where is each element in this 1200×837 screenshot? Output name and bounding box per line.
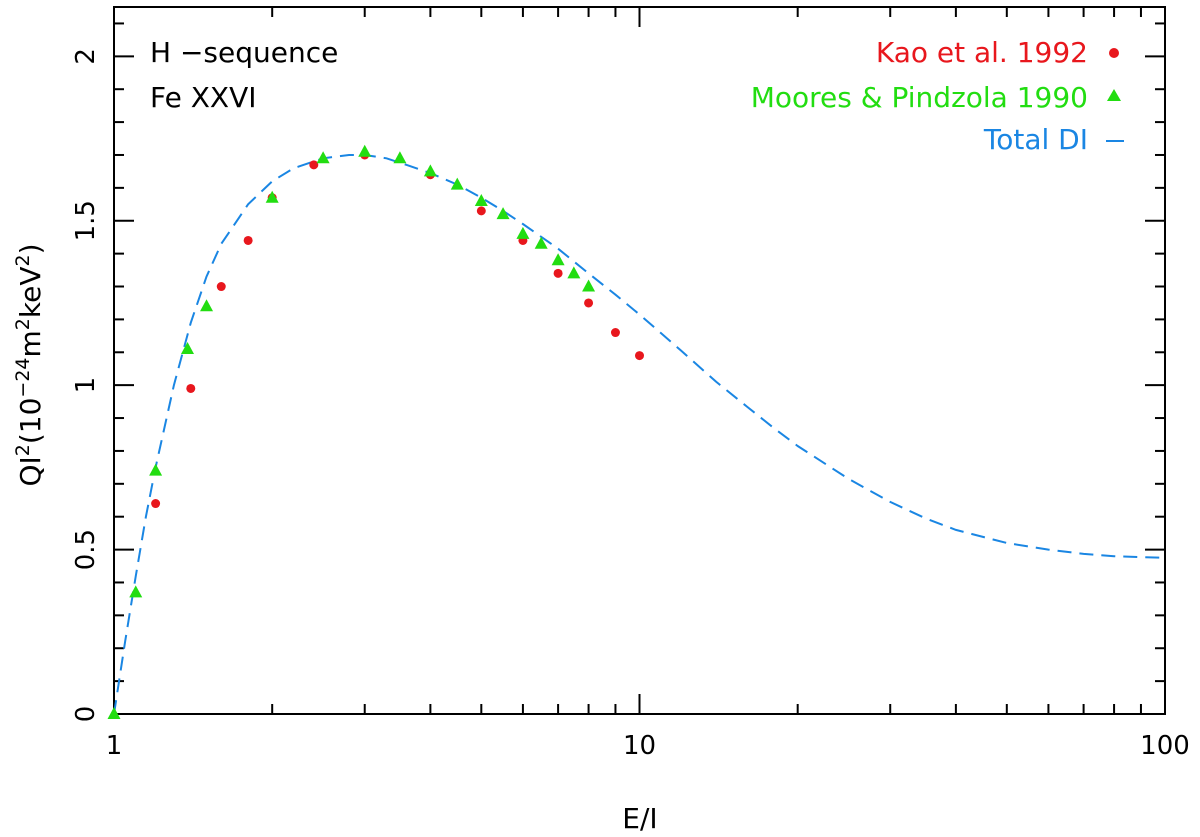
series-moores-pindzola-1990 [107, 144, 596, 719]
kao-point [476, 206, 486, 216]
annotation-sequence: H −sequence [150, 36, 338, 69]
legend-label-total-di: Total DI [983, 123, 1088, 156]
annotation-ion: Fe XXVI [150, 81, 256, 114]
moores-point [450, 177, 464, 190]
moores-point [474, 194, 488, 207]
legend-marker-moores [1107, 89, 1121, 101]
moores-point [181, 341, 195, 354]
series-kao-1992 [151, 150, 644, 509]
kao-point [216, 282, 226, 292]
kao-point [243, 235, 253, 245]
axis-ticks [113, 7, 1166, 715]
y-tick-label: 1.5 [71, 200, 101, 241]
x-tick-label: 1 [106, 731, 123, 761]
y-tick-label: 0.5 [71, 529, 101, 570]
kao-point [186, 383, 196, 393]
x-tick-label: 100 [1140, 731, 1190, 761]
kao-point [151, 499, 161, 509]
legend-label-moores: Moores & Pindzola 1990 [751, 81, 1088, 114]
x-axis-title: E/I [622, 802, 657, 835]
kao-point [553, 268, 563, 278]
x-tick-label: 10 [623, 731, 656, 761]
moores-point [358, 144, 372, 157]
moores-point [496, 207, 510, 220]
kao-point [610, 328, 620, 338]
moores-point [582, 279, 596, 292]
moores-point [316, 151, 330, 164]
moores-point [567, 266, 581, 279]
moores-point [129, 585, 143, 598]
y-axis-title: QI2(10−24m2keV2) [12, 243, 47, 486]
y-tick-label: 2 [71, 48, 101, 65]
kao-point [309, 160, 319, 170]
moores-point [107, 707, 121, 719]
moores-point [200, 299, 214, 312]
moores-point [516, 226, 530, 239]
moores-point [551, 253, 565, 266]
legend-marker-kao [1109, 48, 1119, 58]
total-di-curve [113, 154, 1166, 715]
kao-point [635, 351, 644, 361]
legend-label-kao: Kao et al. 1992 [876, 36, 1088, 69]
moores-point [149, 463, 163, 476]
y-tick-label: 0 [71, 706, 101, 723]
y-tick-label: 1 [71, 377, 101, 394]
legend: Kao et al. 1992 Moores & Pindzola 1990 T… [751, 36, 1124, 156]
moores-point [265, 190, 279, 203]
moores-point [534, 236, 548, 249]
moores-point [423, 164, 437, 177]
tick-labels: 1 10 100 0 0.5 1 1.5 2 [71, 48, 1190, 761]
series-total-di [113, 154, 1166, 715]
moores-point [393, 151, 407, 164]
kao-point [584, 298, 594, 308]
